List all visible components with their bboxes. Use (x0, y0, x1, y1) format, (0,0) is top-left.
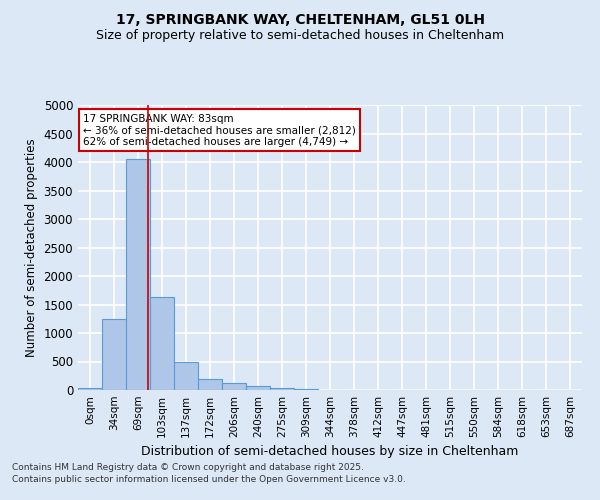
Text: 17, SPRINGBANK WAY, CHELTENHAM, GL51 0LH: 17, SPRINGBANK WAY, CHELTENHAM, GL51 0LH (115, 14, 485, 28)
Bar (222, 383, 246, 390)
Bar (126, 159, 150, 390)
Bar (198, 379, 222, 390)
Text: Contains public sector information licensed under the Open Government Licence v3: Contains public sector information licen… (12, 475, 406, 484)
Text: 17 SPRINGBANK WAY: 83sqm
← 36% of semi-detached houses are smaller (2,812)
62% o: 17 SPRINGBANK WAY: 83sqm ← 36% of semi-d… (83, 114, 356, 147)
Bar (102, 319, 126, 390)
Text: Size of property relative to semi-detached houses in Cheltenham: Size of property relative to semi-detach… (96, 30, 504, 43)
Bar (270, 388, 294, 390)
Bar (246, 386, 270, 390)
Bar (294, 389, 318, 390)
X-axis label: Distribution of semi-detached houses by size in Cheltenham: Distribution of semi-detached houses by … (142, 446, 518, 458)
Bar (78, 388, 102, 390)
Bar (174, 362, 198, 390)
Y-axis label: Number of semi-detached properties: Number of semi-detached properties (25, 138, 38, 357)
Text: Contains HM Land Registry data © Crown copyright and database right 2025.: Contains HM Land Registry data © Crown c… (12, 462, 364, 471)
Bar (150, 296, 174, 390)
